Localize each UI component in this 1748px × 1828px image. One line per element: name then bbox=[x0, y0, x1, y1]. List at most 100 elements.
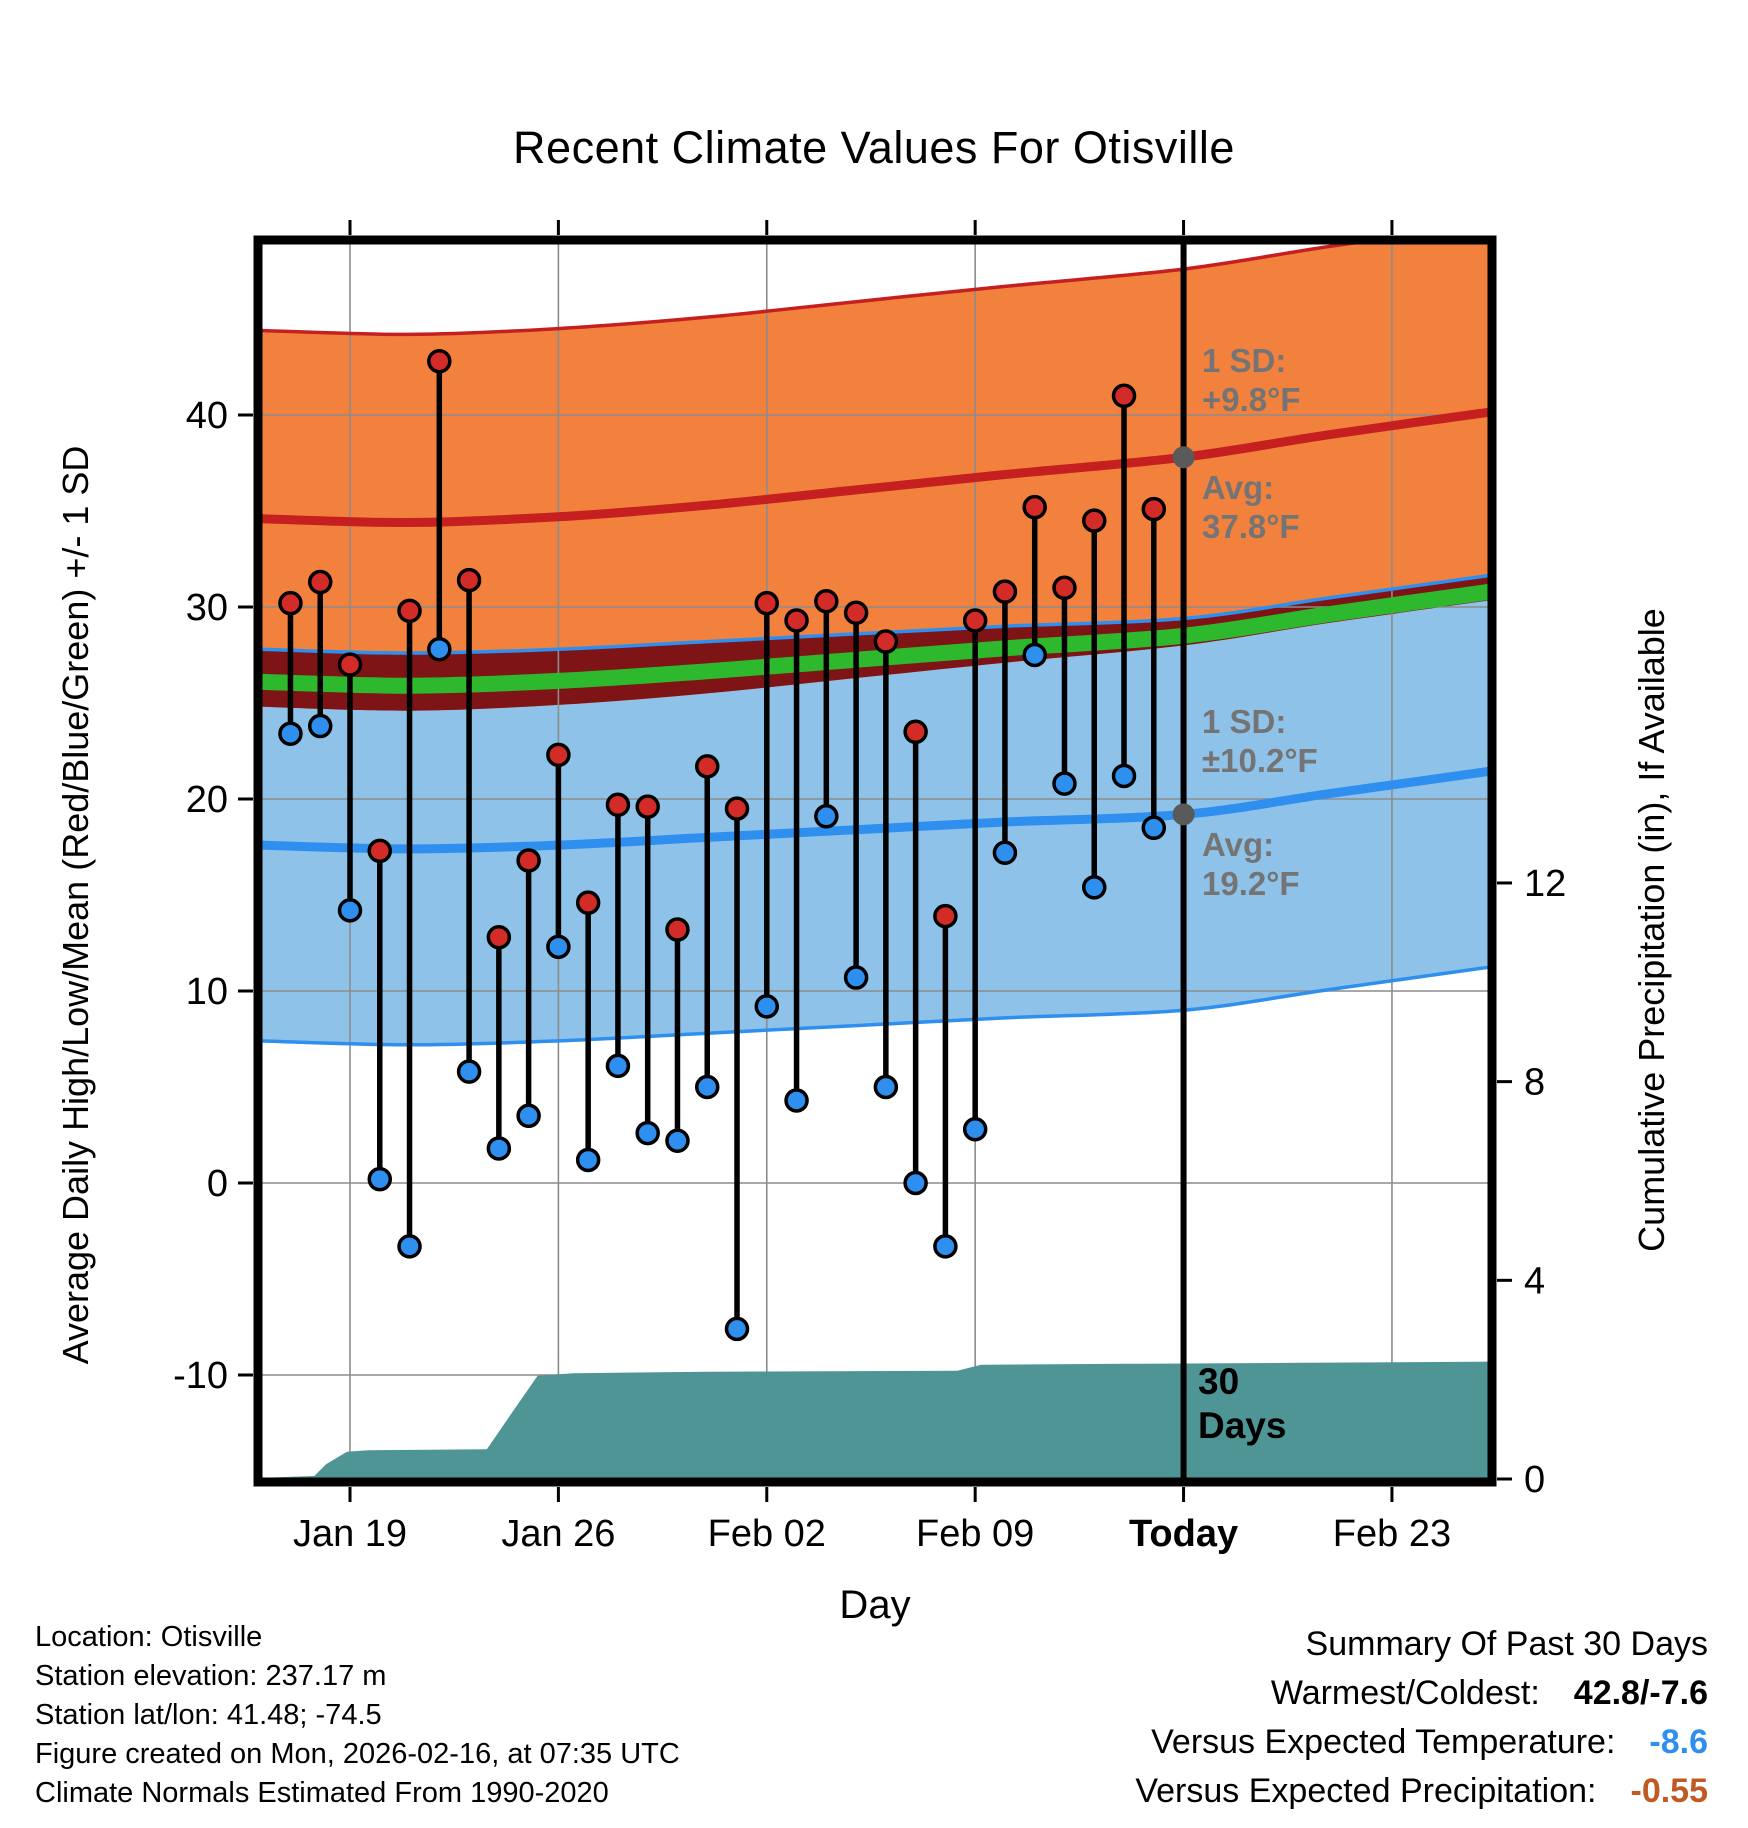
high-avg-annotation-label: Avg: bbox=[1202, 469, 1275, 506]
daily-low-dot bbox=[903, 1170, 928, 1196]
low-avg-annotation: Avg: 19.2°F bbox=[1202, 825, 1300, 903]
daily-low-dot bbox=[1141, 815, 1167, 841]
high-avg-annotation-value: 37.8°F bbox=[1202, 508, 1300, 545]
summary-title: Summary Of Past 30 Days bbox=[1305, 1625, 1708, 1663]
daily-low-dot bbox=[962, 1116, 988, 1142]
today-30days-line2: Days bbox=[1198, 1405, 1287, 1446]
x-tick-label: Feb 09 bbox=[916, 1513, 1034, 1555]
y-left-tick-label: 10 bbox=[186, 971, 228, 1013]
daily-low-dot bbox=[605, 1053, 631, 1079]
station-info-block: Location: Otisville Station elevation: 2… bbox=[35, 1618, 680, 1813]
daily-high-dot bbox=[516, 848, 541, 873]
low-sd-annotation-value: ±10.2°F bbox=[1202, 742, 1318, 779]
climate-normals-note: Climate Normals Estimated From 1990-2020 bbox=[35, 1777, 609, 1809]
daily-low-dot bbox=[933, 1234, 958, 1259]
daily-low-dot bbox=[427, 636, 452, 662]
daily-high-dot bbox=[754, 590, 780, 616]
warmest-coldest-value: 42.8/-7.6 bbox=[1573, 1674, 1708, 1712]
station-latlon: Station lat/lon: 41.48; -74.5 bbox=[35, 1699, 382, 1731]
daily-low-dot bbox=[486, 1136, 512, 1161]
daily-low-dot bbox=[516, 1103, 541, 1129]
today-high-avg-dot bbox=[1172, 446, 1195, 469]
low-sd-annotation-label: 1 SD: bbox=[1202, 703, 1287, 740]
x-tick-label: Feb 23 bbox=[1333, 1513, 1451, 1555]
daily-high-dot bbox=[605, 792, 631, 818]
low-band-bottom-edge bbox=[260, 965, 1492, 1047]
axes: -10 0 10 20 30 40 0 4 8 12 Jan 19 Jan 26 Feb 02 Feb 0… bbox=[173, 220, 1566, 1555]
vs-expected-precipitation-value: -0.55 bbox=[1630, 1772, 1709, 1810]
daily-high-dot bbox=[784, 608, 809, 633]
high-normal-line bbox=[260, 407, 1492, 528]
daily-high-dot bbox=[1022, 494, 1047, 520]
summary-row-warmest-coldest: Warmest/Coldest: 42.8/-7.6 bbox=[1135, 1669, 1708, 1718]
summary-row-vs-precipitation: Versus Expected Precipitation: -0.55 bbox=[1135, 1767, 1708, 1816]
high-band-top-edge bbox=[260, 240, 1387, 337]
daily-low-dot bbox=[814, 804, 839, 829]
station-location: Location: Otisville bbox=[35, 1621, 263, 1653]
x-tick-label: Today bbox=[1129, 1513, 1238, 1555]
x-tick-label: Feb 02 bbox=[708, 1513, 826, 1555]
daily-low-dot bbox=[992, 840, 1018, 866]
today-30days-line1: 30 bbox=[1198, 1361, 1240, 1402]
figure-created-timestamp: Figure created on Mon, 2026-02-16, at 07… bbox=[35, 1738, 680, 1770]
daily-high-dot bbox=[1111, 383, 1137, 409]
daily-low-dot bbox=[307, 713, 333, 739]
low-avg-annotation-label: Avg: bbox=[1202, 826, 1275, 863]
daily-high-dot bbox=[546, 742, 571, 768]
daily-high-dot bbox=[635, 794, 660, 819]
daily-high-dot bbox=[873, 629, 899, 654]
today-low-avg-dot bbox=[1172, 803, 1195, 826]
daily-high-dot bbox=[843, 600, 869, 626]
daily-high-dot bbox=[367, 838, 393, 864]
high-sd-annotation-value: +9.8°F bbox=[1202, 381, 1301, 418]
plot-area bbox=[258, 240, 1492, 1482]
right-axis-label: Cumulative Precipitation (in), If Availa… bbox=[1631, 608, 1672, 1252]
daily-low-dot bbox=[546, 934, 571, 960]
daily-high-dot bbox=[724, 796, 750, 821]
daily-high-dot bbox=[486, 924, 512, 950]
axis-ticks bbox=[238, 220, 1512, 1502]
daily-low-dot bbox=[337, 898, 363, 923]
daily-low-dot bbox=[784, 1088, 809, 1113]
daily-low-dot bbox=[635, 1120, 660, 1146]
summary-block: Summary Of Past 30 Days Warmest/Coldest:… bbox=[1135, 1620, 1708, 1816]
daily-low-dot bbox=[1111, 763, 1137, 789]
daily-high-dot bbox=[427, 348, 452, 374]
daily-low-dot bbox=[724, 1316, 750, 1342]
x-tick-label: Jan 26 bbox=[501, 1513, 615, 1555]
y-left-tick-label: 40 bbox=[186, 395, 228, 437]
daily-high-dot bbox=[397, 598, 422, 624]
daily-high-dot bbox=[665, 917, 690, 942]
daily-low-dot bbox=[456, 1059, 482, 1084]
daily-high-dot bbox=[814, 588, 839, 614]
daily-low-dot bbox=[278, 721, 303, 746]
summary-row-vs-temperature: Versus Expected Temperature: -8.6 bbox=[1135, 1718, 1708, 1767]
y-right-tick-label: 0 bbox=[1524, 1459, 1545, 1501]
low-avg-annotation-value: 19.2°F bbox=[1202, 865, 1300, 902]
y-right-tick-label: 8 bbox=[1524, 1062, 1545, 1104]
y-left-tick-label: 30 bbox=[186, 587, 228, 629]
daily-low-dot bbox=[843, 965, 869, 990]
daily-high-dot bbox=[933, 903, 958, 929]
daily-high-dot bbox=[962, 608, 988, 633]
daily-high-dot bbox=[575, 890, 601, 915]
daily-low-dot bbox=[1052, 771, 1077, 796]
daily-low-dot bbox=[694, 1074, 720, 1100]
daily-low-dot bbox=[873, 1074, 899, 1100]
high-avg-annotation: Avg: 37.8°F bbox=[1202, 468, 1300, 546]
daily-high-dot bbox=[337, 652, 363, 677]
y-left-tick-label: -10 bbox=[173, 1355, 228, 1397]
daily-observations bbox=[278, 348, 1167, 1342]
daily-low-dot bbox=[575, 1147, 601, 1173]
daily-low-dot bbox=[1022, 642, 1047, 668]
summary-label: Versus Expected Temperature: bbox=[1151, 1723, 1616, 1761]
daily-high-dot bbox=[1141, 496, 1167, 522]
high-sd-annotation: 1 SD: +9.8°F bbox=[1202, 341, 1301, 419]
cumulative-precip-area bbox=[258, 1361, 1492, 1480]
summary-label: Versus Expected Precipitation: bbox=[1135, 1772, 1597, 1810]
left-axis-label: Average Daily High/Low/Mean (Red/Blue/Gr… bbox=[55, 445, 96, 1365]
y-right-tick-label: 4 bbox=[1524, 1260, 1545, 1302]
chart-title: Recent Climate Values For Otisville bbox=[513, 122, 1235, 173]
today-30days-label: 30 Days bbox=[1198, 1360, 1286, 1448]
high-sd-annotation-label: 1 SD: bbox=[1202, 342, 1287, 379]
